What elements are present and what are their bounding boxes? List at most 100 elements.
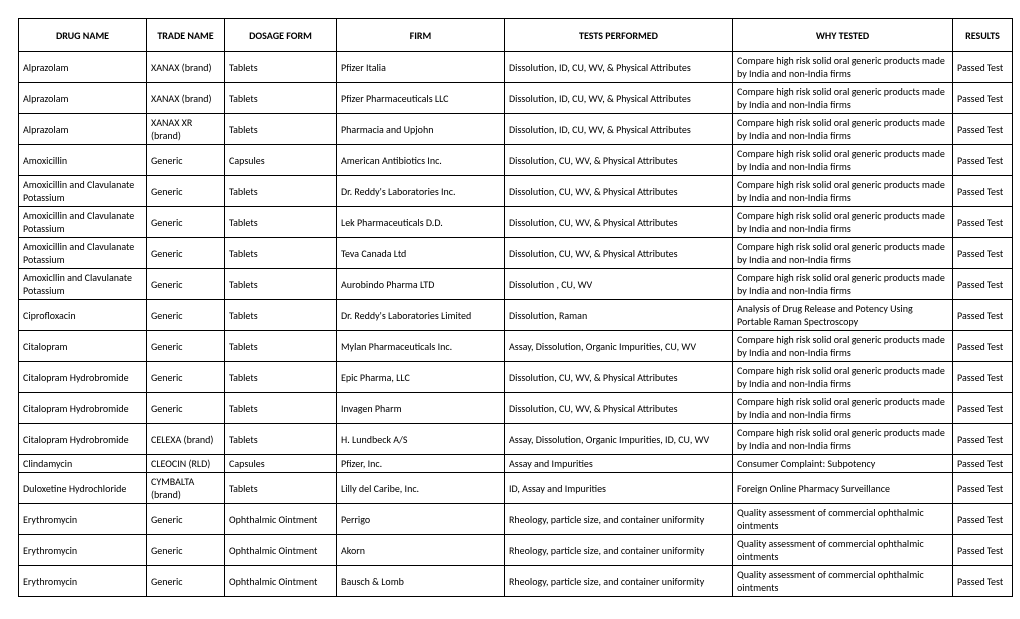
table-row: Amoxicillin and Clavulanate PotassiumGen…	[19, 176, 1013, 207]
cell-drug-name: Ciprofloxacin	[19, 300, 147, 331]
cell-results: Passed Test	[953, 52, 1013, 83]
cell-firm: Pfizer Pharmaceuticals LLC	[337, 83, 505, 114]
cell-drug-name: Alprazolam	[19, 52, 147, 83]
cell-results: Passed Test	[953, 238, 1013, 269]
cell-why: Compare high risk solid oral generic pro…	[733, 207, 953, 238]
cell-trade-name: Generic	[147, 176, 225, 207]
col-trade-name: TRADE NAME	[147, 19, 225, 52]
cell-dosage-form: Ophthalmic Ointment	[225, 535, 337, 566]
cell-trade-name: CYMBALTA (brand)	[147, 473, 225, 504]
table-body: AlprazolamXANAX (brand)TabletsPfizer Ita…	[19, 52, 1013, 597]
cell-tests: Dissolution, CU, WV, & Physical Attribut…	[505, 207, 733, 238]
cell-firm: Pfizer Italia	[337, 52, 505, 83]
cell-trade-name: XANAX XR (brand)	[147, 114, 225, 145]
col-why: WHY TESTED	[733, 19, 953, 52]
drug-testing-table: DRUG NAME TRADE NAME DOSAGE FORM FIRM TE…	[18, 18, 1013, 597]
cell-why: Foreign Online Pharmacy Surveillance	[733, 473, 953, 504]
cell-tests: Dissolution, CU, WV, & Physical Attribut…	[505, 238, 733, 269]
cell-tests: Assay, Dissolution, Organic Impurities, …	[505, 331, 733, 362]
cell-firm: Akorn	[337, 535, 505, 566]
cell-results: Passed Test	[953, 393, 1013, 424]
cell-results: Passed Test	[953, 176, 1013, 207]
cell-trade-name: XANAX (brand)	[147, 83, 225, 114]
cell-why: Compare high risk solid oral generic pro…	[733, 114, 953, 145]
cell-why: Compare high risk solid oral generic pro…	[733, 145, 953, 176]
cell-tests: Rheology, particle size, and container u…	[505, 504, 733, 535]
table-row: ErythromycinGenericOphthalmic OintmentBa…	[19, 566, 1013, 597]
cell-why: Compare high risk solid oral generic pro…	[733, 269, 953, 300]
cell-results: Passed Test	[953, 424, 1013, 455]
cell-dosage-form: Tablets	[225, 362, 337, 393]
cell-drug-name: Amoxicllin and Clavulanate Potassium	[19, 269, 147, 300]
cell-results: Passed Test	[953, 504, 1013, 535]
cell-trade-name: Generic	[147, 145, 225, 176]
cell-results: Passed Test	[953, 535, 1013, 566]
cell-why: Compare high risk solid oral generic pro…	[733, 393, 953, 424]
col-drug-name: DRUG NAME	[19, 19, 147, 52]
cell-drug-name: Alprazolam	[19, 83, 147, 114]
cell-drug-name: Erythromycin	[19, 504, 147, 535]
cell-results: Passed Test	[953, 145, 1013, 176]
cell-tests: Dissolution, CU, WV, & Physical Attribut…	[505, 145, 733, 176]
cell-firm: Mylan Pharmaceuticals Inc.	[337, 331, 505, 362]
cell-drug-name: Duloxetine Hydrochloride	[19, 473, 147, 504]
cell-drug-name: Citalopram Hydrobromide	[19, 362, 147, 393]
cell-dosage-form: Capsules	[225, 145, 337, 176]
table-row: ClindamycinCLEOCIN (RLD)CapsulesPfizer, …	[19, 455, 1013, 473]
cell-drug-name: Amoxicillin and Clavulanate Potassium	[19, 207, 147, 238]
cell-drug-name: Citalopram Hydrobromide	[19, 393, 147, 424]
table-row: Amoxicllin and Clavulanate PotassiumGene…	[19, 269, 1013, 300]
table-row: ErythromycinGenericOphthalmic OintmentAk…	[19, 535, 1013, 566]
cell-results: Passed Test	[953, 331, 1013, 362]
cell-firm: Dr. Reddy's Laboratories Inc.	[337, 176, 505, 207]
cell-drug-name: Amoxicillin and Clavulanate Potassium	[19, 176, 147, 207]
cell-trade-name: CELEXA (brand)	[147, 424, 225, 455]
cell-why: Quality assessment of commercial ophthal…	[733, 535, 953, 566]
col-results: RESULTS	[953, 19, 1013, 52]
table-row: AlprazolamXANAX (brand)TabletsPfizer Pha…	[19, 83, 1013, 114]
cell-drug-name: Amoxicillin and Clavulanate Potassium	[19, 238, 147, 269]
cell-results: Passed Test	[953, 269, 1013, 300]
cell-firm: Pharmacia and Upjohn	[337, 114, 505, 145]
cell-dosage-form: Tablets	[225, 83, 337, 114]
cell-trade-name: Generic	[147, 207, 225, 238]
cell-drug-name: Alprazolam	[19, 114, 147, 145]
cell-why: Compare high risk solid oral generic pro…	[733, 176, 953, 207]
table-row: AlprazolamXANAX XR (brand)TabletsPharmac…	[19, 114, 1013, 145]
cell-drug-name: Citalopram Hydrobromide	[19, 424, 147, 455]
table-row: Amoxicillin and Clavulanate PotassiumGen…	[19, 207, 1013, 238]
cell-why: Compare high risk solid oral generic pro…	[733, 52, 953, 83]
cell-trade-name: Generic	[147, 566, 225, 597]
cell-why: Compare high risk solid oral generic pro…	[733, 362, 953, 393]
cell-tests: Dissolution, CU, WV, & Physical Attribut…	[505, 393, 733, 424]
cell-tests: Dissolution, CU, WV, & Physical Attribut…	[505, 362, 733, 393]
cell-tests: Dissolution, CU, WV, & Physical Attribut…	[505, 176, 733, 207]
cell-tests: Dissolution, ID, CU, WV, & Physical Attr…	[505, 114, 733, 145]
cell-tests: Rheology, particle size, and container u…	[505, 535, 733, 566]
cell-drug-name: Erythromycin	[19, 535, 147, 566]
cell-dosage-form: Tablets	[225, 176, 337, 207]
cell-why: Consumer Complaint: Subpotency	[733, 455, 953, 473]
cell-tests: Dissolution, Raman	[505, 300, 733, 331]
cell-tests: ID, Assay and Impurities	[505, 473, 733, 504]
cell-dosage-form: Ophthalmic Ointment	[225, 504, 337, 535]
cell-drug-name: Amoxicillin	[19, 145, 147, 176]
cell-why: Compare high risk solid oral generic pro…	[733, 424, 953, 455]
table-row: AlprazolamXANAX (brand)TabletsPfizer Ita…	[19, 52, 1013, 83]
cell-dosage-form: Tablets	[225, 269, 337, 300]
cell-trade-name: CLEOCIN (RLD)	[147, 455, 225, 473]
cell-firm: Bausch & Lomb	[337, 566, 505, 597]
table-row: CiprofloxacinGenericTabletsDr. Reddy's L…	[19, 300, 1013, 331]
cell-trade-name: Generic	[147, 362, 225, 393]
cell-results: Passed Test	[953, 473, 1013, 504]
cell-firm: Teva Canada Ltd	[337, 238, 505, 269]
table-header: DRUG NAME TRADE NAME DOSAGE FORM FIRM TE…	[19, 19, 1013, 52]
cell-dosage-form: Tablets	[225, 473, 337, 504]
table-row: AmoxicillinGenericCapsulesAmerican Antib…	[19, 145, 1013, 176]
table-row: ErythromycinGenericOphthalmic OintmentPe…	[19, 504, 1013, 535]
table-row: Duloxetine HydrochlorideCYMBALTA (brand)…	[19, 473, 1013, 504]
cell-dosage-form: Ophthalmic Ointment	[225, 566, 337, 597]
cell-trade-name: Generic	[147, 504, 225, 535]
cell-firm: Perrigo	[337, 504, 505, 535]
cell-tests: Assay and Impurities	[505, 455, 733, 473]
